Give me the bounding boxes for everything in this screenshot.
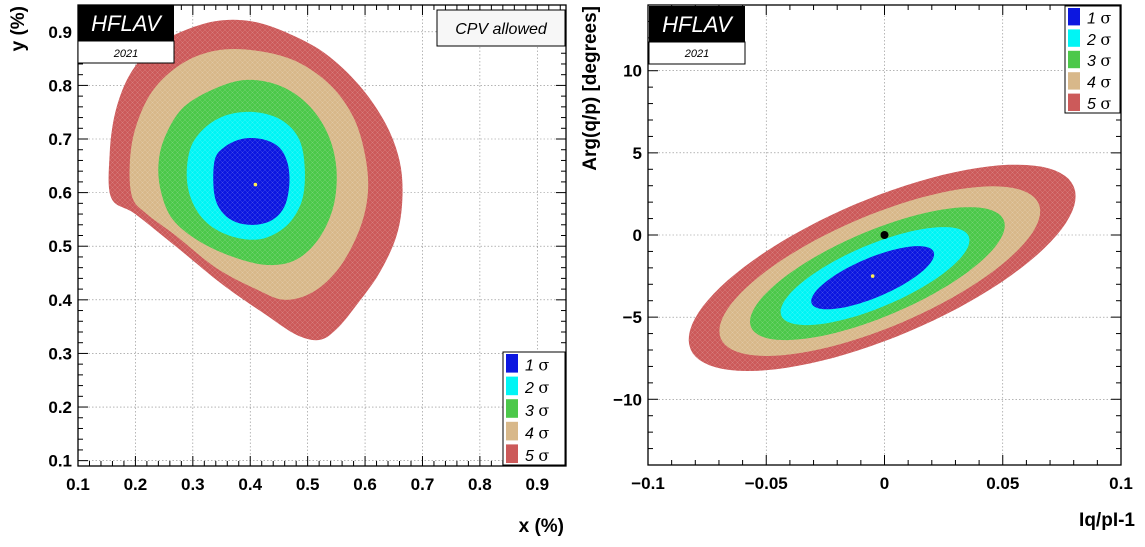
left-legend-swatch-4 (506, 421, 518, 441)
right-contours (688, 164, 1076, 371)
right-x-tick-labels: −0.1 −0.05 0 0.05 0.1 (631, 474, 1133, 493)
left-badge-bottom (77, 40, 175, 64)
left-x-tick-label: 0.6 (353, 475, 377, 494)
left-x-tick-label: 0.1 (66, 475, 90, 494)
left-x-tick-label: 0.2 (124, 475, 148, 494)
left-badge-top (78, 5, 174, 41)
left-y-tick-label: 0.7 (48, 130, 72, 149)
right-legend-label-4: 4 σ (1087, 73, 1111, 92)
right-x-tick-label: −0.05 (745, 474, 788, 493)
left-y-axis-label: y (%) (8, 6, 29, 51)
right-y-tick-label: −10 (613, 390, 642, 409)
right-x-axis-label: Iq/pI-1 (1079, 510, 1135, 531)
left-legend-swatch-3 (506, 399, 518, 418)
left-badge-title: HFLAV (91, 11, 163, 36)
left-y-tick-label: 0.9 (48, 23, 72, 42)
left-x-tick-label: 0.3 (181, 475, 205, 494)
right-legend-label-5: 5 σ (1087, 94, 1111, 113)
right-badge-year: 2021 (684, 48, 709, 60)
left-x-tick-label: 0.4 (238, 475, 262, 494)
left-legend-swatch-2 (506, 376, 518, 396)
right-x-tick-label: 0 (880, 474, 889, 493)
left-legend-label-2: 2 σ (524, 378, 549, 397)
right-legend-label-1: 1 σ (1087, 8, 1111, 27)
right-no-cpv-point (880, 231, 889, 239)
left-panel: 0.1 0.2 0.3 0.4 0.5 0.6 0.7 0.8 0.9 0.1 0.2 0.3 0.4… (8, 4, 567, 537)
left-y-tick-label: 0.6 (48, 184, 72, 203)
right-x-tick-label: 0.05 (986, 474, 1019, 493)
right-y-tick-label: 10 (623, 62, 642, 81)
right-legend: 1 σ 2 σ 3 σ 4 σ 5 σ (1064, 5, 1121, 114)
left-contour-texture-1 (213, 138, 290, 225)
left-x-axis-label: x (%) (519, 516, 564, 537)
left-y-tick-label: 0.3 (48, 344, 72, 363)
left-legend-label-5: 5 σ (525, 446, 549, 465)
left-legend-label-3: 3 σ (525, 401, 549, 420)
left-x-tick-label: 0.9 (525, 475, 549, 494)
right-legend-swatch-4 (1068, 72, 1080, 90)
right-x-tick-label: −0.1 (631, 474, 665, 493)
left-y-tick-label: 0.8 (48, 76, 72, 95)
left-legend-swatch-1 (506, 354, 518, 373)
left-x-tick-label: 0.7 (411, 475, 435, 494)
left-x-tick-label: 0.8 (468, 475, 492, 494)
cpv-allowed-tag: CPV allowed (436, 9, 566, 47)
right-x-tick-label: 0.1 (1109, 474, 1133, 493)
left-y-tick-label: 0.4 (48, 291, 72, 310)
left-legend-swatch-5 (506, 444, 518, 463)
left-y-tick-label: 0.2 (48, 398, 72, 417)
right-legend-swatch-2 (1068, 29, 1080, 47)
right-hflav-badge: HFLAV 2021 (648, 6, 746, 65)
left-legend-label-1: 1 σ (525, 356, 549, 375)
right-axis-ticks (647, 4, 1122, 466)
left-x-tick-labels: 0.1 0.2 0.3 0.4 0.5 0.6 0.7 0.8 0.9 (66, 475, 549, 494)
right-y-tick-labels: −10 −5 0 5 10 (613, 62, 642, 410)
left-y-tick-label: 0.5 (48, 237, 72, 256)
right-badge-top (649, 6, 745, 42)
right-legend-swatch-3 (1068, 50, 1080, 69)
left-x-tick-label: 0.5 (296, 475, 320, 494)
left-legend: 1 σ 2 σ 3 σ 4 σ 5 σ (502, 351, 566, 466)
right-badge-title: HFLAV (662, 12, 734, 37)
right-badge-bottom (648, 41, 746, 65)
right-y-tick-label: −5 (623, 308, 642, 327)
left-hflav-badge: HFLAV 2021 (77, 5, 175, 64)
right-central-value-marker (870, 274, 875, 278)
right-panel: −0.1 −0.05 0 0.05 0.1 −10 −5 0 5 10 Iq/pI-1 Arg(… (580, 4, 1135, 531)
right-legend-label-3: 3 σ (1087, 51, 1111, 70)
right-y-tick-label: 0 (633, 226, 642, 245)
left-badge-year: 2021 (113, 48, 138, 60)
left-central-value-marker (253, 182, 258, 187)
right-y-tick-label: 5 (633, 144, 642, 163)
left-legend-label-4: 4 σ (525, 423, 549, 442)
right-y-axis-label: Arg(q/p) [degrees] (580, 6, 601, 171)
left-contours (108, 19, 403, 341)
right-legend-swatch-5 (1068, 93, 1080, 111)
left-y-tick-label: 0.1 (48, 452, 72, 471)
left-y-tick-labels: 0.1 0.2 0.3 0.4 0.5 0.6 0.7 0.8 0.9 (48, 23, 72, 471)
right-legend-label-2: 2 σ (1086, 30, 1111, 49)
cpv-tag-text: CPV allowed (455, 21, 548, 38)
cpv-tag-box (436, 9, 566, 47)
right-legend-swatch-1 (1068, 8, 1080, 26)
